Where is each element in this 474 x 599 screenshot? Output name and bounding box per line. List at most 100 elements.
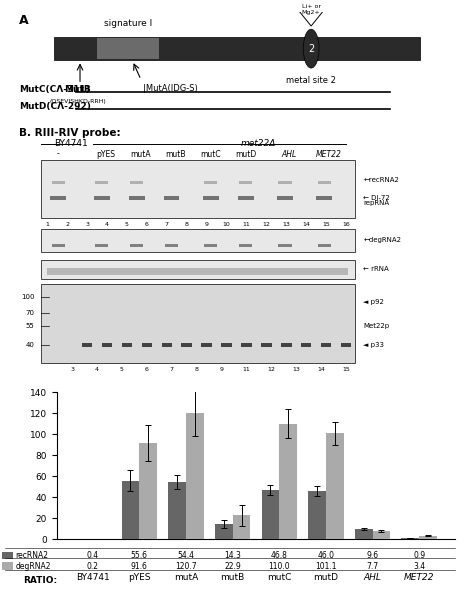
- Text: repRNA: repRNA: [364, 199, 390, 205]
- Bar: [355, 529, 373, 539]
- Bar: [278, 181, 292, 184]
- Text: 15: 15: [342, 367, 350, 372]
- Bar: [162, 343, 172, 347]
- Text: MutC(CΛ-311): MutC(CΛ-311): [19, 85, 90, 94]
- Text: ◄ p33: ◄ p33: [364, 341, 384, 347]
- Text: 13: 13: [283, 222, 290, 227]
- Text: 6: 6: [145, 222, 149, 227]
- Bar: [279, 424, 297, 539]
- Bar: [129, 196, 145, 199]
- Text: MET22: MET22: [404, 573, 435, 582]
- Text: BY4741: BY4741: [76, 573, 109, 582]
- Text: 1: 1: [46, 222, 49, 227]
- Bar: [41, 260, 355, 279]
- Text: 3: 3: [85, 222, 89, 227]
- Bar: [41, 160, 355, 218]
- Bar: [262, 490, 279, 539]
- Text: 0.2: 0.2: [87, 561, 99, 571]
- Bar: [82, 343, 92, 347]
- Text: ◄ p92: ◄ p92: [364, 300, 384, 305]
- Bar: [341, 343, 351, 347]
- Bar: [122, 343, 132, 347]
- Text: Met22p: Met22p: [364, 323, 390, 329]
- Text: 9.6: 9.6: [366, 551, 379, 561]
- Text: ←degRNA2: ←degRNA2: [364, 237, 401, 243]
- Text: 9: 9: [219, 367, 224, 372]
- Text: 12: 12: [267, 367, 275, 372]
- Bar: [419, 536, 437, 539]
- Text: 8: 8: [185, 222, 189, 227]
- Bar: [168, 482, 186, 539]
- Text: A: A: [19, 14, 28, 27]
- Bar: [95, 181, 109, 184]
- Bar: [221, 343, 232, 347]
- Bar: [186, 413, 204, 539]
- Text: 13: 13: [292, 367, 300, 372]
- Text: 14: 14: [317, 367, 325, 372]
- Text: 101.1: 101.1: [315, 561, 337, 571]
- Text: 46.0: 46.0: [318, 551, 335, 561]
- Text: signature I: signature I: [104, 19, 152, 28]
- Bar: [301, 343, 311, 347]
- Bar: [239, 181, 252, 184]
- Text: 8: 8: [195, 367, 199, 372]
- Text: 120.7: 120.7: [175, 561, 197, 571]
- Text: 9: 9: [205, 222, 209, 227]
- Text: 46.8: 46.8: [271, 551, 288, 561]
- Text: 22.9: 22.9: [224, 561, 241, 571]
- Bar: [316, 196, 332, 199]
- Text: 3.4: 3.4: [413, 561, 425, 571]
- Text: MutD(CΛ-292): MutD(CΛ-292): [19, 102, 91, 111]
- Bar: [239, 244, 252, 247]
- Text: 2: 2: [65, 222, 69, 227]
- Text: 12: 12: [263, 222, 270, 227]
- Bar: [165, 244, 178, 247]
- Text: 100: 100: [21, 294, 34, 300]
- Text: 7.7: 7.7: [366, 561, 379, 571]
- Text: degRNA2: degRNA2: [15, 561, 51, 571]
- Text: 54.4: 54.4: [177, 551, 194, 561]
- Text: mutA: mutA: [174, 573, 198, 582]
- Text: 16: 16: [342, 222, 350, 227]
- Text: ← rRNA: ← rRNA: [364, 267, 389, 273]
- Bar: [373, 531, 390, 539]
- Text: AHL: AHL: [364, 573, 382, 582]
- Bar: [122, 481, 139, 539]
- Text: |MutA(IDG-S): |MutA(IDG-S): [143, 84, 198, 93]
- Text: 10: 10: [223, 222, 230, 227]
- Text: 0.4: 0.4: [87, 551, 99, 561]
- Text: 91.6: 91.6: [131, 561, 148, 571]
- Text: mutB: mutB: [220, 573, 245, 582]
- Text: 15: 15: [322, 222, 330, 227]
- Bar: [52, 181, 65, 184]
- Text: 55: 55: [26, 323, 34, 329]
- Text: 7: 7: [165, 222, 169, 227]
- Text: 14.3: 14.3: [224, 551, 241, 561]
- Bar: [94, 196, 109, 199]
- Text: met22Δ: met22Δ: [241, 139, 276, 148]
- Text: mutC: mutC: [267, 573, 292, 582]
- Bar: [130, 244, 143, 247]
- Text: -: -: [57, 150, 60, 159]
- Text: mutC: mutC: [201, 150, 221, 159]
- Text: pYES: pYES: [128, 573, 151, 582]
- Text: mutA: mutA: [131, 150, 151, 159]
- Text: recRNA2: recRNA2: [15, 551, 48, 561]
- Bar: [204, 244, 218, 247]
- Bar: [98, 38, 158, 59]
- Bar: [321, 343, 331, 347]
- Bar: [318, 181, 331, 184]
- Bar: [54, 37, 420, 60]
- Text: 11: 11: [243, 222, 250, 227]
- Text: 110.0: 110.0: [268, 561, 290, 571]
- Bar: [95, 244, 109, 247]
- Bar: [233, 515, 250, 539]
- Text: 70: 70: [25, 310, 34, 316]
- Bar: [41, 229, 355, 252]
- Bar: [102, 343, 112, 347]
- Bar: [281, 343, 292, 347]
- Text: ←recRNA2: ←recRNA2: [364, 177, 399, 183]
- Text: MET22: MET22: [316, 150, 341, 159]
- Text: MutB: MutB: [64, 85, 91, 94]
- Text: ← DI-72: ← DI-72: [364, 195, 390, 201]
